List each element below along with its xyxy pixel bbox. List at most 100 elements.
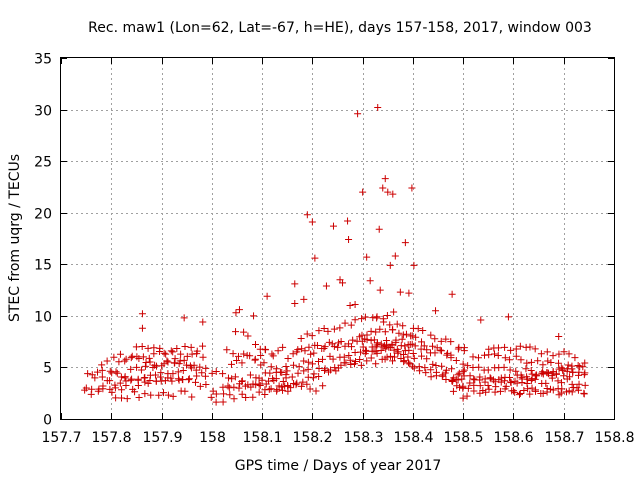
data-point [464,362,472,370]
data-point [374,104,382,112]
data-point [294,369,302,377]
data-point [447,351,455,359]
data-point [496,387,504,395]
data-point [91,374,99,382]
data-point [543,369,551,377]
data-point [560,348,568,356]
data-point [209,387,217,395]
data-point [180,356,188,364]
data-point [99,382,107,390]
data-point [516,391,524,399]
data-point [167,347,175,355]
data-point [560,372,568,380]
data-point [307,350,315,358]
data-point [557,364,565,372]
data-point [127,376,135,384]
data-point [127,365,135,373]
data-point [228,375,236,383]
data-point [554,377,562,385]
data-point [379,343,387,351]
axis-ticks [61,58,615,420]
data-point [391,353,399,361]
data-point [141,362,149,370]
data-point [484,381,492,389]
data-point [256,381,264,389]
data-point [429,360,437,368]
data-point [362,347,370,355]
data-point [569,368,577,376]
data-point [511,388,519,396]
data-point [408,184,416,192]
data-point [410,354,418,362]
data-point [512,352,520,360]
data-point [138,324,146,332]
data-point [575,368,583,376]
data-point [289,350,297,358]
data-point [196,363,204,371]
chart-title: Rec. maw1 (Lon=62, Lat=-67, h=HE), days … [88,20,592,36]
data-point [244,381,252,389]
data-point [321,343,329,351]
data-point [320,325,328,333]
data-point [122,377,130,385]
data-point [306,385,314,393]
data-point [381,328,389,336]
data-point [565,350,573,358]
data-point [400,357,408,365]
data-point [315,327,323,335]
data-point [372,328,380,336]
data-point [389,357,397,365]
data-point [304,358,312,366]
data-point [238,390,246,398]
data-point [103,377,111,385]
data-point [283,367,291,375]
data-point [341,342,349,350]
data-point [395,329,403,337]
data-point [168,377,176,385]
data-point [321,365,329,373]
data-point [554,385,562,393]
data-point [84,370,92,378]
data-point [421,364,429,372]
data-point [528,370,536,378]
data-point [340,353,348,361]
data-point [161,377,169,385]
data-point [460,366,468,374]
data-point [279,343,287,351]
data-point [448,365,456,373]
data-point [367,354,375,362]
x-tick-label: 158.5 [443,430,483,446]
data-point [386,321,394,329]
data-point [312,387,320,395]
data-point [183,361,191,369]
data-point [346,302,354,310]
data-point [175,360,183,368]
data-point [363,357,371,365]
data-point [341,319,349,327]
data-point [167,374,175,382]
data-point [347,361,355,369]
data-point [537,350,545,358]
data-point [212,368,220,376]
data-point [300,357,308,365]
data-point [339,279,347,287]
data-point [357,361,365,369]
data-point [484,366,492,374]
x-tick-label: 157.8 [91,430,131,446]
data-point [562,388,570,396]
data-point [294,346,302,354]
data-point [290,361,298,369]
data-point [432,307,440,315]
data-point [322,282,330,290]
data-point [269,352,277,360]
data-point [373,339,381,347]
data-point [527,366,535,374]
data-point [144,344,152,352]
data-point [199,318,207,326]
data-point [219,383,227,391]
data-point [512,367,520,375]
data-point [436,346,444,354]
data-point [291,299,299,307]
data-point [522,365,530,373]
data-point [232,309,240,317]
